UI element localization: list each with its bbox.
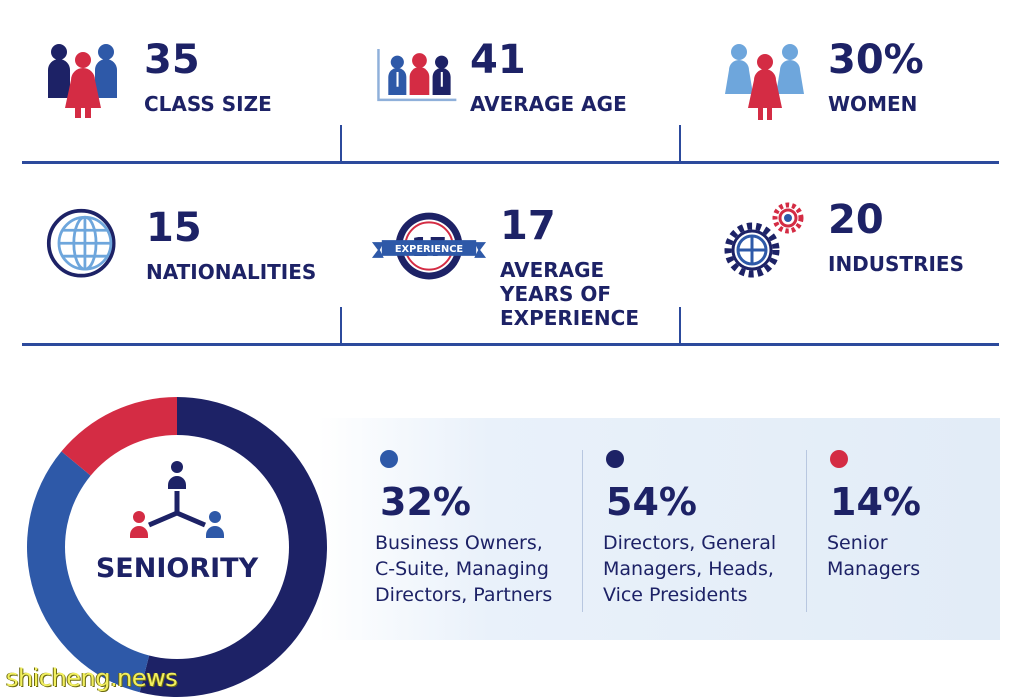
divider	[22, 161, 999, 164]
stat-average-age: 41 AVERAGE AGE	[376, 40, 627, 122]
globe-icon	[46, 208, 116, 278]
legend-item-directors: 54% Directors, General Managers, Heads, …	[603, 450, 777, 608]
badge-ribbon: EXPERIENCE	[395, 244, 463, 255]
seniority-donut-chart: SENIORITY	[26, 397, 328, 697]
stat-industries: 20 INDUSTRIES	[724, 200, 964, 282]
divider	[340, 307, 342, 345]
stat-label: AVERAGE YEARS OF EXPERIENCE	[500, 258, 639, 330]
stat-number: 30%	[828, 37, 924, 83]
stat-number: 17	[500, 203, 556, 249]
watermark: shicheng.news	[6, 664, 178, 692]
stat-women: 30% WOMEN	[724, 40, 924, 122]
legend-percent: 14%	[830, 480, 921, 524]
chart-title: SENIORITY	[96, 553, 259, 584]
gears-icon	[724, 202, 804, 278]
divider	[679, 125, 681, 163]
women-group-icon	[725, 44, 804, 120]
hierarchy-icon	[130, 461, 224, 538]
divider	[582, 450, 583, 612]
stat-label: AVERAGE AGE	[470, 92, 627, 116]
stat-class-size: 35 CLASS SIZE	[44, 40, 272, 122]
experience-badge-icon: 17 EXPERIENCE	[371, 212, 487, 280]
stat-number: 41	[470, 37, 526, 83]
seniority-panel	[318, 418, 1000, 640]
donut-hole	[65, 435, 289, 659]
legend-dot	[606, 450, 624, 468]
stat-number: 20	[828, 197, 884, 243]
legend-percent: 54%	[606, 480, 697, 524]
legend-item-business-owners: 32% Business Owners, C-Suite, Managing D…	[375, 450, 552, 608]
divider	[806, 450, 807, 612]
people-group-icon	[48, 44, 117, 118]
legend-description: Business Owners, C-Suite, Managing Direc…	[375, 532, 553, 606]
stat-label: NATIONALITIES	[146, 260, 317, 284]
legend-description: Senior Managers	[827, 532, 921, 580]
people-chart-icon	[377, 49, 457, 102]
stat-label: INDUSTRIES	[828, 252, 964, 276]
stat-number: 15	[146, 205, 202, 251]
legend-item-senior-managers: 14% Senior Managers	[827, 450, 921, 582]
stat-label: CLASS SIZE	[144, 92, 272, 116]
stat-number: 35	[144, 37, 200, 83]
stat-experience: 17 EXPERIENCE 17 AVERAGE YEARS OF EXPERI…	[370, 206, 639, 330]
divider	[22, 343, 999, 346]
stat-label: WOMEN	[828, 92, 918, 116]
legend-dot	[830, 450, 848, 468]
legend-percent: 32%	[380, 480, 471, 524]
stat-nationalities: 15 NATIONALITIES	[46, 208, 316, 284]
legend-dot	[380, 450, 398, 468]
divider	[340, 125, 342, 163]
divider	[679, 307, 681, 345]
legend-description: Directors, General Managers, Heads, Vice…	[603, 532, 777, 606]
